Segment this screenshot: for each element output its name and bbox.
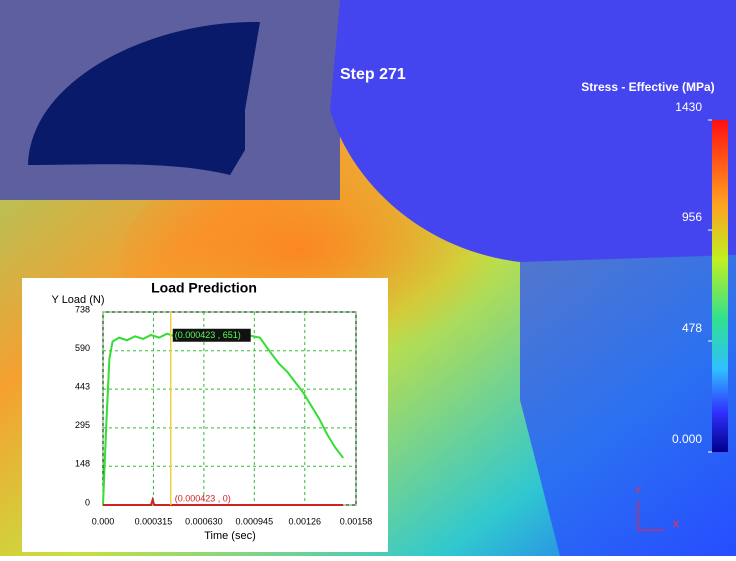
y-tick-label: 590 xyxy=(75,343,90,353)
triad-x-label: X xyxy=(673,520,680,531)
y-tick-label: 738 xyxy=(75,304,90,314)
y-tick-label: 0 xyxy=(85,497,90,507)
colorbar-tick-label: 478 xyxy=(682,321,702,335)
x-tick-label: 0.000315 xyxy=(135,516,173,526)
x-tick-label: 0.000630 xyxy=(185,516,223,526)
colorbar-title: Stress - Effective (MPa) xyxy=(581,80,714,94)
y-tick-label: 148 xyxy=(75,459,90,469)
y-axis-label: Y Load (N) xyxy=(52,294,105,306)
triad-y-label: Y xyxy=(635,486,642,497)
y-tick-label: 295 xyxy=(75,420,90,430)
colorbar-tick-label: 0.000 xyxy=(672,432,702,446)
x-axis-label: Time (sec) xyxy=(204,530,256,542)
colorbar-tick-label: 1430 xyxy=(675,100,702,114)
y-tick-label: 443 xyxy=(75,382,90,392)
cool-zone xyxy=(520,255,736,556)
cursor-label: (0.000423 , 651) xyxy=(175,330,241,340)
x-tick-label: 0.000945 xyxy=(236,516,274,526)
x-tick-label: 0.00126 xyxy=(288,516,321,526)
colorbar xyxy=(712,120,728,452)
series-line xyxy=(103,496,344,506)
load-chart: Load Prediction Y Load (N) Time (sec) 0 1… xyxy=(22,278,388,552)
colorbar-tick-label: 956 xyxy=(682,210,702,224)
axis-triad: Y X xyxy=(635,486,680,531)
tool-shape xyxy=(28,21,260,175)
cursor-label: (0.000423 , 0) xyxy=(175,493,231,503)
die xyxy=(330,0,736,262)
step-label: Step 271 xyxy=(340,66,406,83)
chart-title: Load Prediction xyxy=(151,280,257,296)
x-tick-label: 0.000 xyxy=(92,516,115,526)
cursor-label-bg xyxy=(172,328,251,342)
x-tick-label: 0.00158 xyxy=(340,516,373,526)
